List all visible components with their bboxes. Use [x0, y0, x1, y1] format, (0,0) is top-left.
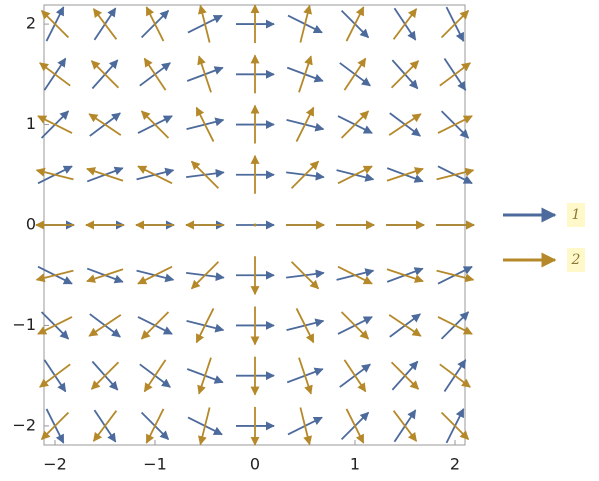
- vector-arrow: [390, 60, 420, 89]
- vector-arrow: [197, 407, 211, 446]
- vector-arrow: [440, 411, 470, 440]
- vector-arrow: [137, 165, 173, 185]
- y-tick-label: 0: [26, 215, 36, 234]
- vector-arrow: [37, 316, 73, 335]
- vector-arrow: [436, 167, 475, 181]
- vector-arrow: [39, 363, 71, 388]
- vector-arrow: [195, 308, 215, 344]
- legend-label-bg: [567, 203, 585, 227]
- vector-arrow: [37, 115, 73, 134]
- vector-arrow: [345, 408, 365, 444]
- vector-arrow: [436, 269, 475, 283]
- vector-arrow: [40, 411, 70, 440]
- vector-point: [253, 223, 257, 227]
- vector-arrow: [343, 359, 367, 393]
- vector-arrow: [197, 4, 211, 43]
- x-tick-label: 0: [250, 455, 260, 474]
- vector-arrow: [197, 55, 212, 93]
- vector-arrow: [39, 62, 71, 87]
- vector-arrow: [388, 113, 422, 136]
- legend-label: 2: [571, 252, 581, 268]
- y-tick-label: 2: [26, 14, 36, 33]
- vector-arrow: [345, 6, 365, 42]
- vector-arrow: [295, 308, 315, 344]
- vector-arrow: [290, 160, 320, 189]
- vector-arrow: [190, 160, 220, 189]
- vector-arrow: [298, 55, 313, 93]
- vector-arrow: [90, 361, 120, 390]
- x-tick-label: −2: [43, 455, 67, 474]
- vector-arrow: [295, 106, 315, 142]
- vector-arrow: [92, 8, 118, 40]
- vector-arrow: [392, 410, 418, 442]
- legend-label: 1: [572, 207, 581, 223]
- x-tick-label: 2: [450, 455, 460, 474]
- vector-arrow: [386, 167, 424, 182]
- vector-arrow: [298, 357, 313, 395]
- vector-arrow: [299, 4, 313, 43]
- vector-arrow: [86, 167, 124, 182]
- vector-arrow: [92, 410, 118, 442]
- vector-arrow: [337, 165, 373, 185]
- vector-arrow: [390, 361, 420, 390]
- vector-arrow: [337, 265, 373, 285]
- vector-arrow: [143, 57, 167, 91]
- vector-arrow: [88, 113, 122, 136]
- y-tick-label: 1: [26, 114, 36, 133]
- vector-arrow: [86, 268, 124, 283]
- vector-arrow: [343, 57, 367, 91]
- vector-arrow: [340, 311, 370, 340]
- vector-arrow: [190, 261, 220, 290]
- x-tick-label: −1: [143, 455, 167, 474]
- y-tick-label: −1: [12, 315, 36, 334]
- y-tick-label: −2: [12, 415, 36, 434]
- x-tick-label: 1: [350, 455, 360, 474]
- legend-label-bg: [567, 248, 585, 272]
- vector-arrow: [35, 269, 74, 283]
- vector-arrow: [40, 10, 70, 39]
- vector-arrow: [299, 407, 313, 446]
- vector-arrow: [392, 8, 418, 40]
- vector-arrow: [439, 363, 471, 388]
- vector-arrow: [388, 314, 422, 337]
- vector-arrow: [386, 268, 424, 283]
- vector-arrow: [35, 167, 74, 181]
- vector-arrow: [145, 6, 165, 42]
- vector-arrow: [197, 357, 212, 395]
- vector-arrow: [437, 316, 473, 335]
- vector-arrow: [290, 261, 320, 290]
- vector-arrow: [340, 110, 370, 139]
- vector-arrow: [140, 311, 170, 340]
- vector-arrow: [140, 110, 170, 139]
- vector-arrow: [437, 115, 473, 134]
- vector-arrow: [143, 359, 167, 393]
- vector-arrow: [90, 60, 120, 89]
- vector-arrow: [88, 314, 122, 337]
- vector-arrow: [137, 265, 173, 285]
- vector-arrow: [195, 106, 215, 142]
- vector-arrow: [439, 62, 471, 87]
- vector-arrow: [440, 10, 470, 39]
- vector-arrow: [145, 408, 165, 444]
